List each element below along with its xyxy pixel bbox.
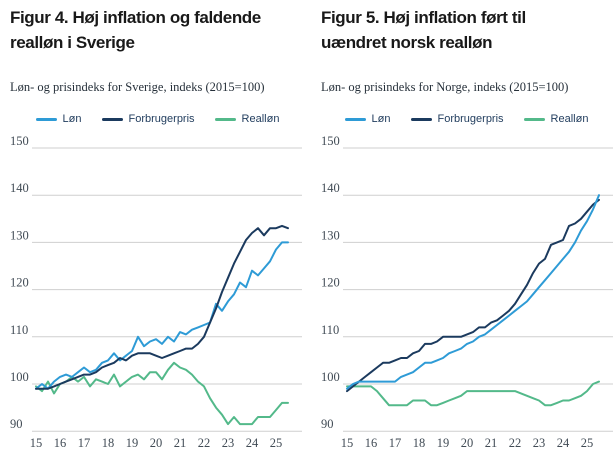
svg-text:17: 17 bbox=[389, 436, 402, 450]
svg-text:17: 17 bbox=[78, 436, 91, 450]
svg-text:22: 22 bbox=[198, 436, 211, 450]
svg-text:25: 25 bbox=[581, 436, 594, 450]
svg-text:24: 24 bbox=[246, 436, 259, 450]
legend-swatch-lon-icon bbox=[344, 117, 366, 121]
svg-text:22: 22 bbox=[509, 436, 522, 450]
legend-label-forbrugerpris: Forbrugerpris bbox=[437, 113, 504, 126]
legend-item-lon: Løn bbox=[35, 113, 82, 126]
svg-text:21: 21 bbox=[485, 436, 498, 450]
chart-title: Figur 5. Høj inflation ført til uændret … bbox=[321, 8, 526, 52]
svg-text:120: 120 bbox=[10, 276, 29, 290]
svg-text:19: 19 bbox=[126, 436, 139, 450]
svg-text:150: 150 bbox=[10, 134, 29, 148]
chart-legend: Løn Forbrugerpris Realløn bbox=[321, 112, 612, 126]
panel-figur-4-sverige: Figur 4. Høj inflation og faldende reall… bbox=[0, 0, 307, 454]
svg-text:20: 20 bbox=[150, 436, 163, 450]
sweden-line-chart: 90 100 110 120 130 140 150 15 16 17 18 19 20 21 22 23 24… bbox=[10, 134, 302, 450]
legend-swatch-reallon-icon bbox=[523, 117, 545, 121]
svg-text:18: 18 bbox=[413, 436, 426, 450]
svg-text:15: 15 bbox=[341, 436, 354, 450]
legend-item-reallon: Realløn bbox=[214, 113, 280, 126]
legend-label-lon: Løn bbox=[62, 113, 82, 126]
legend-swatch-lon-icon bbox=[35, 117, 57, 121]
svg-text:23: 23 bbox=[222, 436, 235, 450]
chart-legend: Løn Forbrugerpris Realløn bbox=[10, 112, 305, 126]
svg-text:150: 150 bbox=[321, 134, 340, 148]
legend-item-reallon: Realløn bbox=[523, 113, 589, 126]
svg-text:25: 25 bbox=[270, 436, 283, 450]
svg-text:90: 90 bbox=[321, 417, 334, 431]
figures-row: Figur 4. Høj inflation og faldende reall… bbox=[0, 0, 614, 454]
svg-text:21: 21 bbox=[174, 436, 187, 450]
svg-text:130: 130 bbox=[10, 229, 29, 243]
svg-text:130: 130 bbox=[321, 229, 340, 243]
svg-text:15: 15 bbox=[30, 436, 43, 450]
chart-title: Figur 4. Høj inflation og faldende reall… bbox=[10, 8, 261, 52]
svg-text:110: 110 bbox=[321, 323, 339, 337]
svg-text:16: 16 bbox=[365, 436, 378, 450]
legend-label-reallon: Realløn bbox=[550, 113, 589, 126]
svg-text:90: 90 bbox=[10, 417, 23, 431]
legend-label-forbrugerpris: Forbrugerpris bbox=[128, 113, 195, 126]
svg-text:19: 19 bbox=[437, 436, 450, 450]
svg-text:140: 140 bbox=[321, 181, 340, 195]
legend-swatch-reallon-icon bbox=[214, 117, 236, 121]
legend-item-forbrugerpris: Forbrugerpris bbox=[101, 113, 195, 126]
svg-text:16: 16 bbox=[54, 436, 67, 450]
panel-figur-5-norge: Figur 5. Høj inflation ført til uændret … bbox=[307, 0, 614, 454]
svg-text:100: 100 bbox=[321, 370, 340, 384]
svg-text:23: 23 bbox=[533, 436, 546, 450]
svg-text:24: 24 bbox=[557, 436, 570, 450]
chart-subtitle: Løn- og prisindeks for Norge, indeks (20… bbox=[321, 80, 569, 95]
svg-text:18: 18 bbox=[102, 436, 115, 450]
svg-text:20: 20 bbox=[461, 436, 474, 450]
svg-text:110: 110 bbox=[10, 323, 28, 337]
legend-label-lon: Løn bbox=[371, 113, 391, 126]
chart-subtitle: Løn- og prisindeks for Sverige, indeks (… bbox=[10, 80, 265, 95]
svg-text:120: 120 bbox=[321, 276, 340, 290]
legend-swatch-forbrugerpris-icon bbox=[101, 117, 123, 121]
svg-text:140: 140 bbox=[10, 181, 29, 195]
legend-item-lon: Løn bbox=[344, 113, 391, 126]
svg-text:100: 100 bbox=[10, 370, 29, 384]
legend-swatch-forbrugerpris-icon bbox=[410, 117, 432, 121]
norway-line-chart: 90 100 110 120 130 140 150 15 16 17 18 19 20 21 22 23 24… bbox=[321, 134, 613, 450]
legend-item-forbrugerpris: Forbrugerpris bbox=[410, 113, 504, 126]
legend-label-reallon: Realløn bbox=[241, 113, 280, 126]
